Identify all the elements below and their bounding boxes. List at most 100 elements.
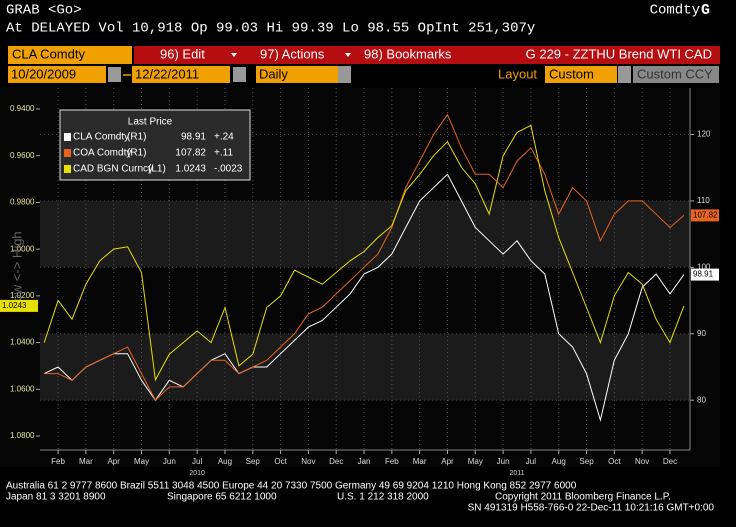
last-flag — [0, 299, 38, 312]
start-date-box[interactable] — [8, 66, 106, 83]
last-flag — [691, 268, 719, 281]
x-tick-label: Jan — [358, 457, 371, 466]
legend-name: COA Comdty — [73, 148, 131, 159]
last-flag-label: 1.0243 — [2, 301, 27, 310]
legend-axis: (R1) — [127, 148, 146, 159]
y-tick-label: 0.9600 — [10, 151, 35, 160]
y2-tick-label: 100 — [697, 262, 711, 271]
dropdown-arrow[interactable] — [231, 53, 237, 57]
security-box[interactable] — [8, 46, 132, 64]
legend-last: 98.91 — [181, 132, 206, 143]
x-tick-label: Dec — [329, 457, 343, 466]
x-tick-label: May — [468, 457, 483, 466]
x-tick-label: Dec — [663, 457, 677, 466]
footer-line: Australia 61 2 9777 8600 Brazil 5511 304… — [6, 481, 577, 492]
y-tick-label: 1.0000 — [10, 244, 35, 253]
x-tick-label: Jul — [526, 457, 536, 466]
band — [40, 200, 690, 268]
menu-bookmarks[interactable]: 98) Bookmarks — [364, 46, 452, 61]
quote: At DELAYED Vol 10,918 Op 99.03 Hi 99.39 … — [6, 21, 535, 37]
x-tick-label: Aug — [218, 457, 232, 466]
axis-title: Low <-> High — [9, 231, 24, 308]
bands — [40, 200, 690, 401]
legend-name: CLA Comdty — [73, 132, 129, 143]
menu-bar — [134, 46, 720, 64]
series-line — [44, 113, 685, 402]
menu-edit[interactable]: 96) Edit — [160, 46, 205, 61]
end-date-box[interactable] — [132, 66, 230, 83]
y-tick-label: 1.0800 — [10, 431, 35, 440]
legend-axis: (L1) — [148, 164, 166, 175]
market: Comdty — [650, 3, 700, 19]
y-tick-label: 0.9800 — [10, 198, 35, 207]
footer-line: SN 491319 H558-766-0 22-Dec-11 10:21:16 … — [468, 503, 715, 514]
x-tick-label: Mar — [79, 457, 93, 466]
menu-actions[interactable]: 97) Actions — [260, 46, 325, 61]
x-tick-label: Jul — [192, 457, 202, 466]
year-label: 2010 — [189, 470, 205, 477]
x-tick-label: Mar — [413, 457, 427, 466]
legend-change: +.24 — [214, 132, 234, 143]
y-tick-label: 1.0200 — [10, 291, 35, 300]
legend-axis: (R1) — [127, 132, 146, 143]
legend-last: 1.0243 — [175, 164, 206, 175]
legend-title: Last Price — [128, 117, 173, 128]
y-tick-label: 1.0400 — [10, 338, 35, 347]
x-tick-label: Feb — [51, 457, 65, 466]
legend-last: 107.82 — [175, 148, 206, 159]
command: GRAB <Go> — [6, 3, 82, 19]
period[interactable]: Daily — [259, 66, 288, 81]
x-tick-label: Nov — [635, 457, 649, 466]
period-box[interactable] — [256, 66, 338, 83]
x-tick-label: Feb — [385, 457, 399, 466]
x-tick-label: Oct — [274, 457, 287, 466]
x-tick-label: Sep — [246, 457, 261, 466]
y-tick-label: 1.0600 — [10, 384, 35, 393]
legend-swatch — [64, 165, 71, 173]
currency-box[interactable] — [633, 66, 719, 83]
x-tick-label: Nov — [301, 457, 315, 466]
calendar-button[interactable] — [108, 67, 121, 82]
security[interactable]: CLA Comdty — [12, 46, 85, 61]
end-date[interactable]: 12/22/2011 — [135, 66, 199, 81]
last-flag-label: 98.91 — [693, 270, 714, 279]
x-tick-label: May — [134, 457, 149, 466]
x-tick-label: Apr — [107, 457, 120, 466]
y2-tick-label: 80 — [697, 395, 706, 404]
y2-tick-label: 120 — [697, 130, 711, 139]
y2-tick-label: 90 — [697, 329, 706, 338]
x-tick-label: Oct — [608, 457, 621, 466]
legend-swatch — [64, 133, 71, 141]
layout[interactable]: Custom — [549, 66, 594, 81]
x-tick-label: Sep — [579, 457, 594, 466]
x-tick-label: Jun — [163, 457, 176, 466]
legend-change: -.0023 — [214, 164, 243, 175]
legend-swatch — [64, 149, 71, 157]
layout-arrow[interactable] — [618, 66, 631, 83]
legend-name: CAD BGN Curncy — [73, 164, 153, 175]
footer-line: U.S. 1 212 318 2000 — [337, 492, 429, 503]
plot: 98.91 107.82 1.0243 — [0, 113, 719, 423]
y2-tick-label: 110 — [697, 196, 710, 205]
legend-box — [59, 109, 251, 181]
layout-label: Layout — [498, 66, 537, 81]
currency[interactable]: Custom CCY — [637, 66, 713, 81]
layout-box[interactable] — [545, 66, 617, 83]
market-key: G — [701, 2, 710, 19]
year-label: 2011 — [509, 470, 524, 477]
last-flag — [691, 209, 719, 222]
period-arrow[interactable] — [338, 66, 351, 83]
legend-change: +.11 — [214, 148, 233, 159]
last-flag-label: 107.82 — [693, 211, 718, 220]
page-title: G 229 - ZZTHU Brend WTI CAD — [526, 46, 712, 61]
series-line — [43, 124, 685, 382]
calendar-button[interactable] — [233, 67, 246, 82]
dropdown-arrow[interactable] — [345, 53, 351, 57]
footer-line: Singapore 65 6212 1000 — [167, 492, 277, 503]
start-date[interactable]: 10/20/2009 — [11, 66, 76, 81]
footer-line: Copyright 2011 Bloomberg Finance L.P. — [495, 492, 671, 503]
y-tick-label: 0.9400 — [10, 104, 35, 113]
x-tick-label: Apr — [441, 457, 454, 466]
